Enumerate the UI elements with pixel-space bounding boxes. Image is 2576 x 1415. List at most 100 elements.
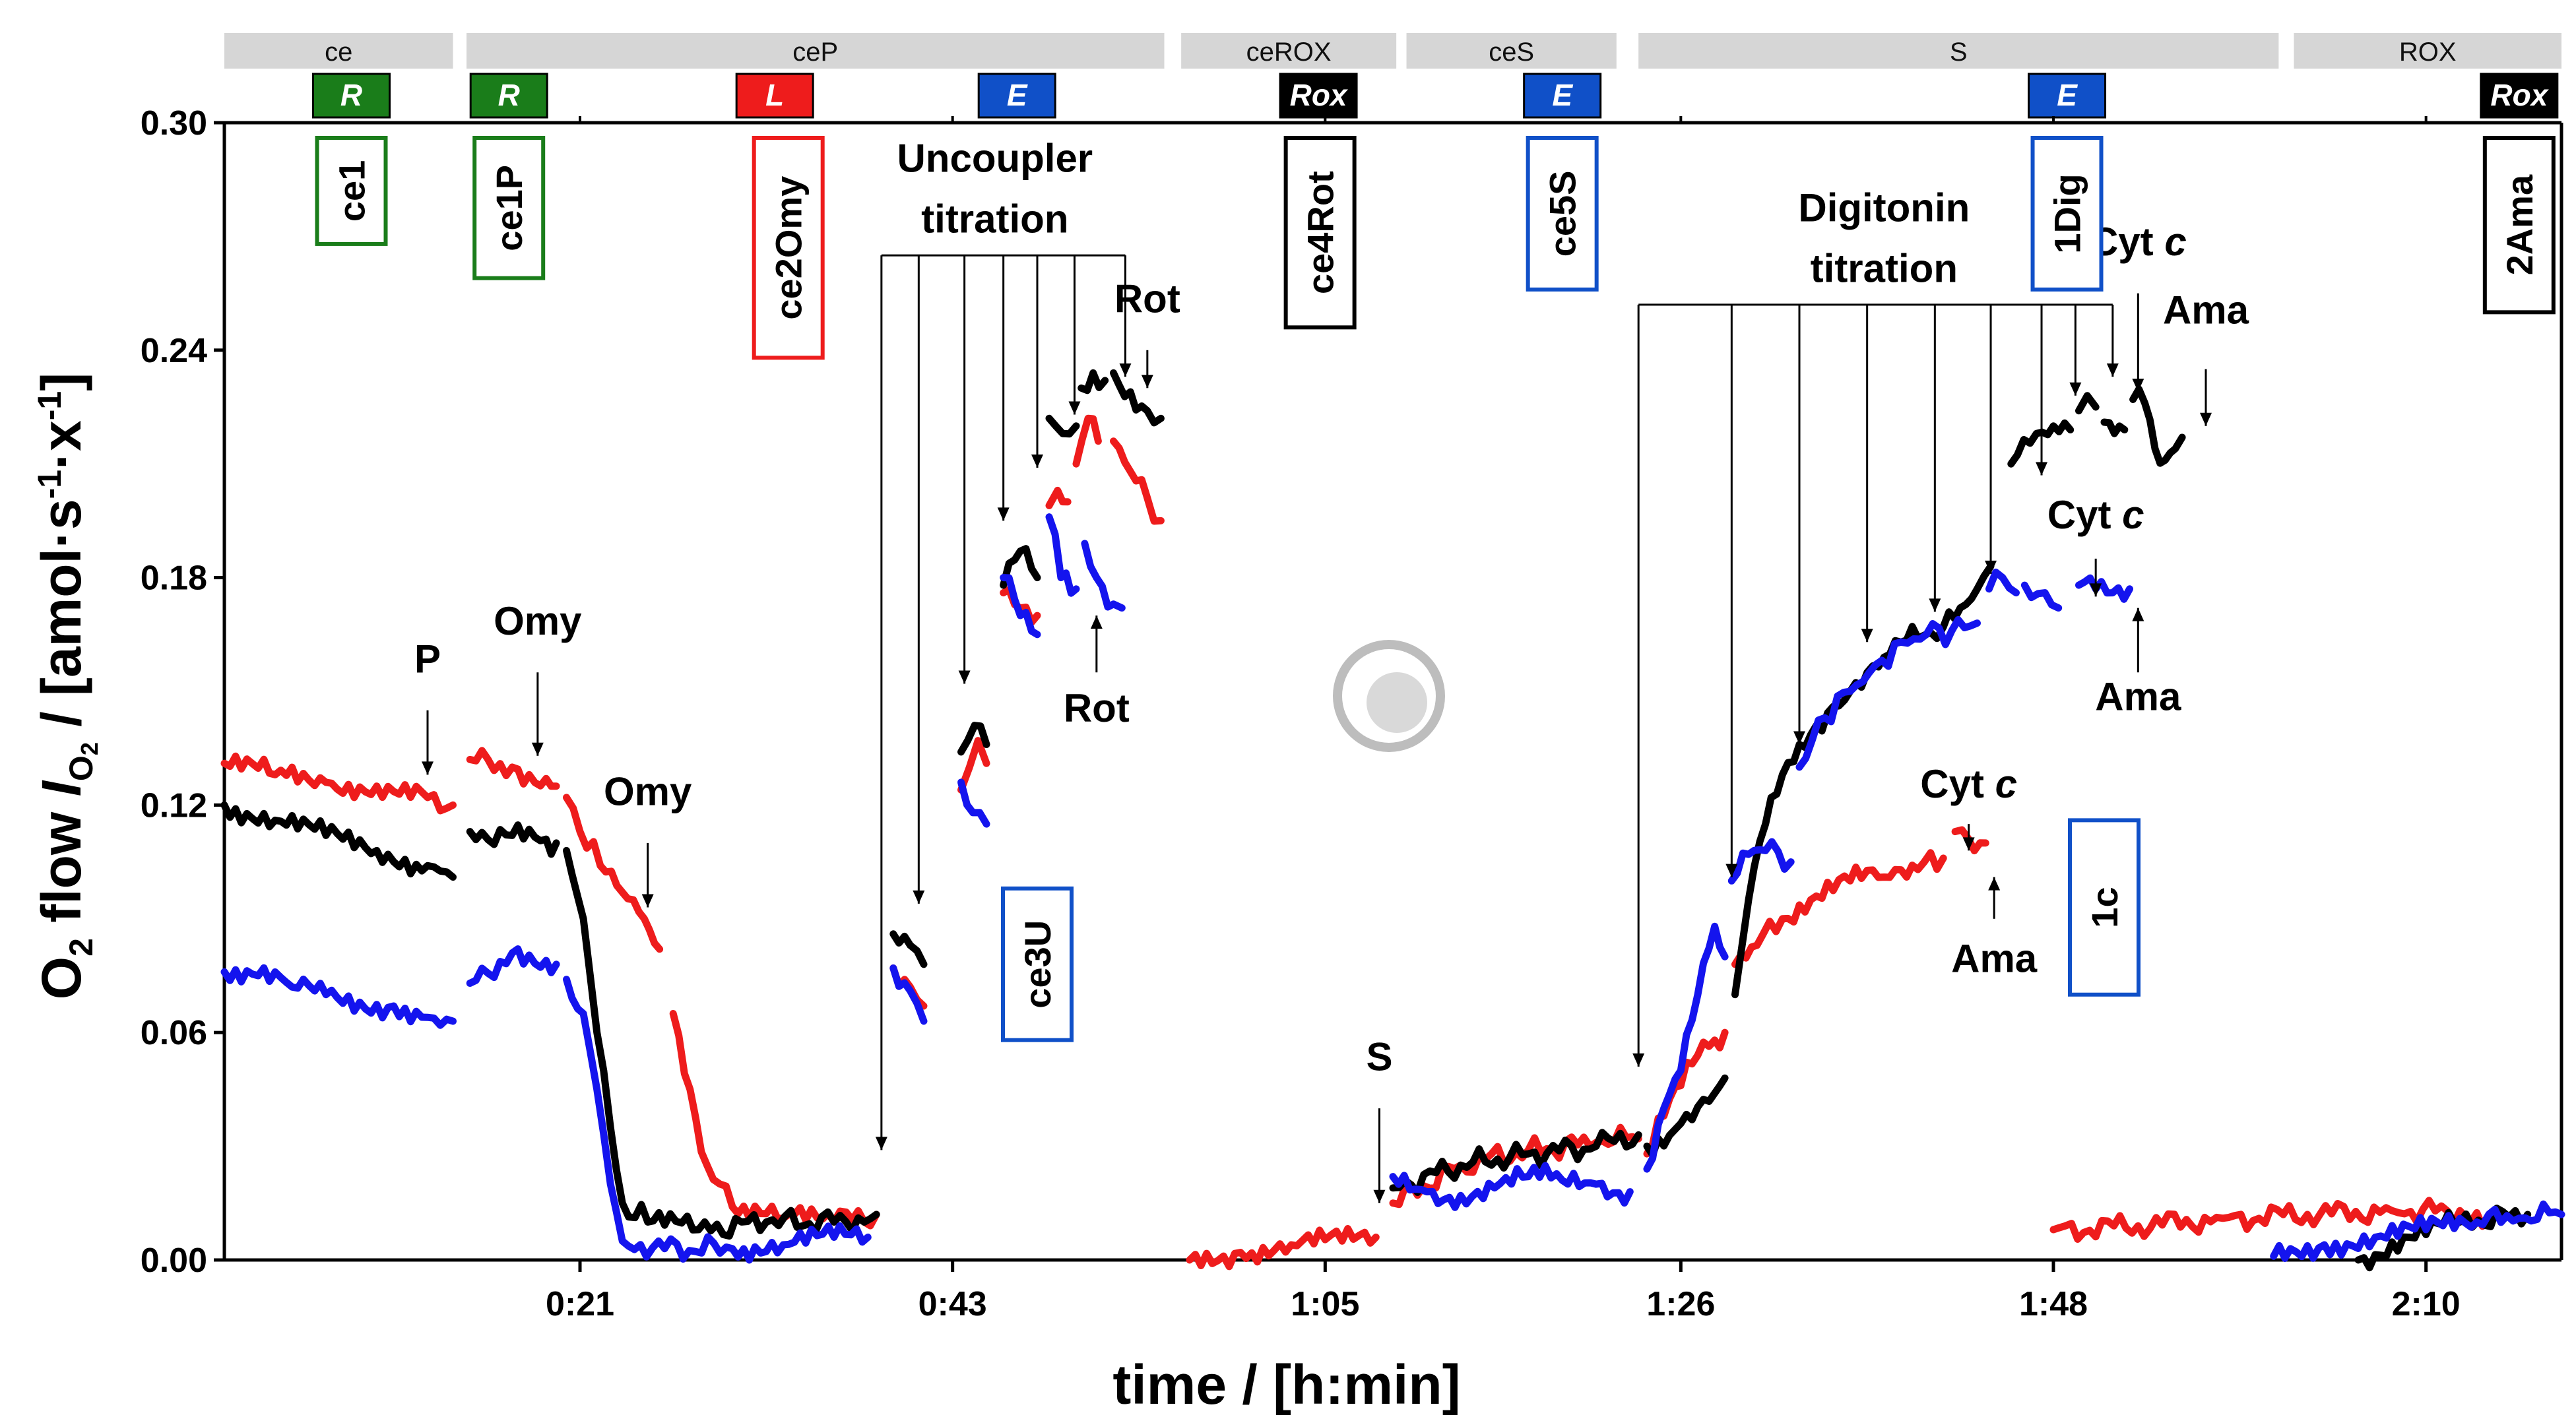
logo-outer-circle: [1333, 640, 1445, 752]
series-segment-red: [466, 747, 560, 790]
phase-bar: [1638, 33, 2279, 69]
state-chip: [1279, 73, 1358, 119]
titration-arrow-head: [2069, 382, 2082, 396]
state-code-label: 2Ama: [2499, 174, 2540, 275]
titration-label-line2: titration: [1811, 246, 1958, 290]
titration-arrow-head: [913, 890, 925, 904]
series-segment-black: [563, 846, 880, 1240]
titration-arrow-head: [997, 507, 1010, 521]
titration-layer: Uncoupler titration Digitonin titration: [875, 137, 2119, 1150]
y-label-o2-o: O: [63, 755, 100, 781]
y-label-o-sub: 2: [63, 938, 100, 957]
series-segment-blue: [220, 964, 457, 1029]
phase-layer: ce ceP ceROX ceS S ROX R R L E Rox E E Rox: [224, 33, 2561, 119]
series-segment-black: [1110, 369, 1165, 427]
annotation-arrow-head: [2200, 412, 2212, 426]
series-segment-blue: [1795, 615, 1981, 771]
y-tick-label: 0.06: [141, 1014, 207, 1052]
state-code-box: ce1P: [472, 135, 546, 280]
logo-inner-circle: [1367, 672, 1427, 733]
annotation: Ama: [1951, 877, 2038, 980]
phase-bar: [2294, 33, 2561, 69]
phase-bar: [467, 33, 1165, 69]
y-label-units: / [amol·s: [30, 499, 92, 742]
series-segment-black: [1389, 1129, 1642, 1196]
series-layer: [220, 369, 2565, 1272]
y-label-o: O: [30, 957, 92, 999]
series-segment-red: [1045, 486, 1072, 509]
annotation: Ama: [2095, 608, 2181, 719]
annotation-label: Ama: [2163, 288, 2249, 332]
annotation-label: Omy: [604, 769, 692, 813]
y-tick-label: 0.00: [141, 1242, 207, 1280]
titration-label-line1: Uncoupler: [897, 137, 1093, 181]
titration-arrow-head: [1031, 454, 1043, 468]
annotation-layer: P Omy Omy Rot Rot S Cyt c Ama Cyt c Ama Cyt c Ama: [414, 220, 2249, 1203]
state-code-box: ce1: [315, 135, 388, 246]
annotation-arrow-head: [2132, 608, 2144, 621]
series-segment-blue: [889, 964, 928, 1025]
series-segment-red: [957, 737, 990, 794]
annotation-c: c: [2164, 220, 2186, 264]
annotation: Omy: [494, 599, 582, 756]
state-code-frame: [1001, 886, 1074, 1042]
phase-bar: [1181, 33, 1397, 69]
state-chip: [1523, 73, 1602, 119]
series-segment-blue: [1045, 513, 1080, 597]
series-segment-black: [2075, 392, 2100, 415]
annotation: Cyt c: [2047, 493, 2144, 597]
y-label-sup2: -1: [31, 391, 68, 420]
y-tick-label: 0.30: [141, 104, 207, 142]
state-code-frame: [752, 135, 825, 360]
state-code-box: ce2Omy: [752, 135, 825, 360]
state-code-frame: [315, 135, 388, 246]
x-tick-label: 2:10: [2392, 1285, 2461, 1323]
phase-label: ceP: [792, 38, 838, 67]
annotation-c: c: [2122, 493, 2144, 537]
annotation-label: S: [1366, 1035, 1392, 1079]
phase-label: ce: [325, 38, 352, 67]
state-chip-label: Rox: [2490, 78, 2549, 112]
titration-arrow-head: [1068, 401, 1081, 415]
annotation-arrow-head: [1141, 375, 1153, 389]
state-code-frame: [2030, 135, 2104, 292]
annotation-cyt: Cyt: [1920, 762, 1995, 806]
state-code-label: ce3U: [1017, 920, 1058, 1009]
x-axis-label: time / [h:min]: [1112, 1354, 1460, 1415]
series-segment-red: [563, 794, 664, 953]
phase-label: S: [1950, 38, 1968, 67]
phase-bar: [1406, 33, 1617, 69]
state-chip-label: E: [2057, 78, 2078, 112]
series-segment-black: [1643, 1074, 1729, 1159]
titration-arrow-head: [1861, 629, 1873, 643]
y-label-o2-2: 2: [76, 742, 103, 755]
titration-arrow-head: [1119, 363, 1132, 377]
series-segment-blue: [1727, 838, 1795, 885]
annotation: S: [1366, 1035, 1392, 1203]
series-segment-black: [1731, 562, 1995, 999]
series-segment-black: [466, 821, 560, 858]
series-segment-black: [1078, 369, 1109, 394]
annotation-arrow-head: [422, 761, 434, 775]
titration-arrow-head: [958, 670, 971, 684]
y-label-sup1: -1: [31, 470, 68, 499]
series-segment-blue: [1985, 568, 2020, 597]
annotation-label: Rot: [1064, 686, 1130, 730]
titration-group: Digitonin titration: [1632, 185, 2119, 1067]
titration-arrow-head: [1725, 864, 1738, 877]
annotation-label: Rot: [1114, 276, 1180, 321]
state-chip-label: R: [498, 78, 520, 112]
state-code-frame: [2482, 135, 2556, 315]
state-code-label: ce5S: [1542, 171, 1584, 257]
annotation-arrow-head: [2090, 583, 2102, 597]
state-chip: [977, 73, 1056, 119]
state-code-label: ce1: [331, 160, 373, 222]
series-segment-black: [1045, 414, 1080, 438]
x-tick-label: 1:48: [2019, 1285, 2088, 1323]
state-chip-label: E: [1552, 78, 1573, 112]
annotation-label: Ama: [2095, 675, 2181, 719]
series-segment-blue: [2270, 1200, 2565, 1262]
y-label-close: ]: [30, 373, 92, 391]
series-segment-red: [2049, 1197, 2497, 1243]
